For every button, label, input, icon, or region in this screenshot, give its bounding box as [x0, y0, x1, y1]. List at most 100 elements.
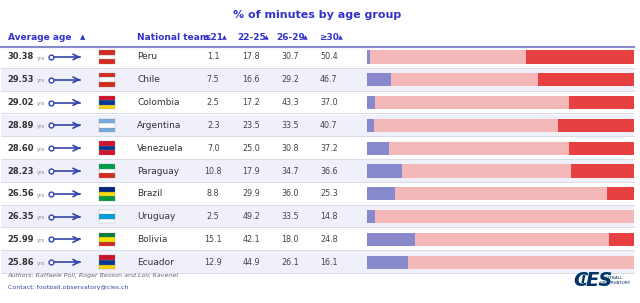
Bar	[99, 219, 115, 224]
Bar	[374, 119, 450, 132]
Bar	[99, 50, 115, 55]
Bar	[99, 169, 115, 173]
Bar	[99, 191, 115, 196]
Bar	[99, 151, 115, 155]
Text: 29.53: 29.53	[8, 75, 34, 84]
Text: i: i	[580, 272, 586, 286]
Bar	[367, 73, 391, 86]
Text: 26.56: 26.56	[8, 189, 35, 198]
Bar	[99, 118, 115, 123]
Bar	[99, 233, 115, 237]
Text: Colombia: Colombia	[138, 98, 180, 107]
Text: 40.7: 40.7	[320, 121, 338, 130]
Bar	[99, 265, 115, 269]
Text: 26-29: 26-29	[276, 33, 305, 42]
Bar	[1, 229, 634, 250]
Bar	[570, 96, 640, 109]
Text: 2.5: 2.5	[207, 98, 220, 107]
Bar	[571, 165, 640, 178]
Text: ▲: ▲	[222, 35, 227, 40]
Text: 17.2: 17.2	[243, 98, 260, 107]
Bar	[99, 82, 115, 87]
Bar	[367, 256, 408, 269]
Bar	[408, 256, 553, 269]
Bar	[99, 78, 115, 82]
Bar	[415, 233, 551, 246]
Bar	[459, 165, 571, 178]
Bar	[367, 233, 415, 246]
Bar	[367, 210, 375, 223]
Bar	[533, 210, 640, 223]
Bar	[99, 100, 115, 105]
Text: 37.2: 37.2	[320, 144, 338, 153]
Bar	[99, 187, 115, 191]
Bar	[99, 196, 115, 201]
Bar	[492, 187, 607, 201]
Text: yrs: yrs	[36, 147, 45, 152]
Text: Contact: football.observatory@cies.ch: Contact: football.observatory@cies.ch	[8, 285, 128, 290]
Bar	[538, 73, 640, 86]
Text: 44.9: 44.9	[243, 258, 260, 267]
Text: 30.7: 30.7	[282, 52, 299, 62]
Text: 22-25: 22-25	[237, 33, 266, 42]
Text: 12.9: 12.9	[204, 258, 222, 267]
Bar	[375, 96, 430, 109]
Text: 29.2: 29.2	[282, 75, 300, 84]
Bar	[401, 165, 459, 178]
Text: 25.99: 25.99	[8, 235, 34, 244]
Text: 43.3: 43.3	[282, 98, 299, 107]
Bar	[99, 73, 115, 78]
Text: 50.4: 50.4	[320, 52, 338, 62]
Text: ES: ES	[586, 271, 613, 290]
Bar	[99, 214, 115, 219]
Text: yrs: yrs	[36, 56, 45, 61]
Text: 42.1: 42.1	[243, 235, 260, 244]
Bar	[553, 256, 637, 269]
Text: 2.5: 2.5	[207, 212, 220, 221]
Text: 30.8: 30.8	[282, 144, 299, 153]
Text: 49.2: 49.2	[243, 212, 260, 221]
Bar	[1, 46, 634, 68]
Text: Bolivia: Bolivia	[138, 235, 168, 244]
Text: 30.38: 30.38	[8, 52, 34, 62]
Text: yrs: yrs	[36, 192, 45, 198]
Bar	[1, 92, 634, 113]
Bar	[99, 59, 115, 64]
Text: Peru: Peru	[138, 52, 157, 62]
Text: 36.0: 36.0	[282, 189, 299, 198]
Bar	[428, 50, 526, 64]
Bar	[609, 233, 640, 246]
Bar	[367, 50, 371, 64]
Bar	[569, 142, 640, 155]
Bar	[1, 206, 634, 228]
Bar	[391, 73, 444, 86]
Text: 28.89: 28.89	[8, 121, 34, 130]
Bar	[607, 187, 640, 201]
Bar	[470, 142, 569, 155]
Bar	[99, 128, 115, 132]
Bar	[1, 115, 634, 136]
Text: 36.6: 36.6	[320, 167, 338, 175]
Bar	[1, 183, 634, 205]
Text: 15.1: 15.1	[204, 235, 222, 244]
Text: Argentina: Argentina	[138, 121, 182, 130]
Bar	[395, 187, 492, 201]
Bar	[444, 73, 538, 86]
Text: 23.5: 23.5	[243, 121, 260, 130]
Bar	[389, 142, 470, 155]
Text: 25.3: 25.3	[320, 189, 338, 198]
Text: 33.5: 33.5	[282, 212, 299, 221]
Text: 33.5: 33.5	[282, 121, 299, 130]
Text: 10.8: 10.8	[204, 167, 222, 175]
Text: 25.86: 25.86	[8, 258, 35, 267]
Text: National team: National team	[138, 33, 209, 42]
Bar	[99, 123, 115, 128]
Text: 2.3: 2.3	[207, 121, 220, 130]
Bar	[1, 69, 634, 91]
Bar	[1, 251, 634, 273]
Text: 26.35: 26.35	[8, 212, 35, 221]
Text: Chile: Chile	[138, 75, 160, 84]
Text: yrs: yrs	[36, 124, 45, 129]
Text: Venezuela: Venezuela	[138, 144, 184, 153]
Bar	[99, 237, 115, 242]
